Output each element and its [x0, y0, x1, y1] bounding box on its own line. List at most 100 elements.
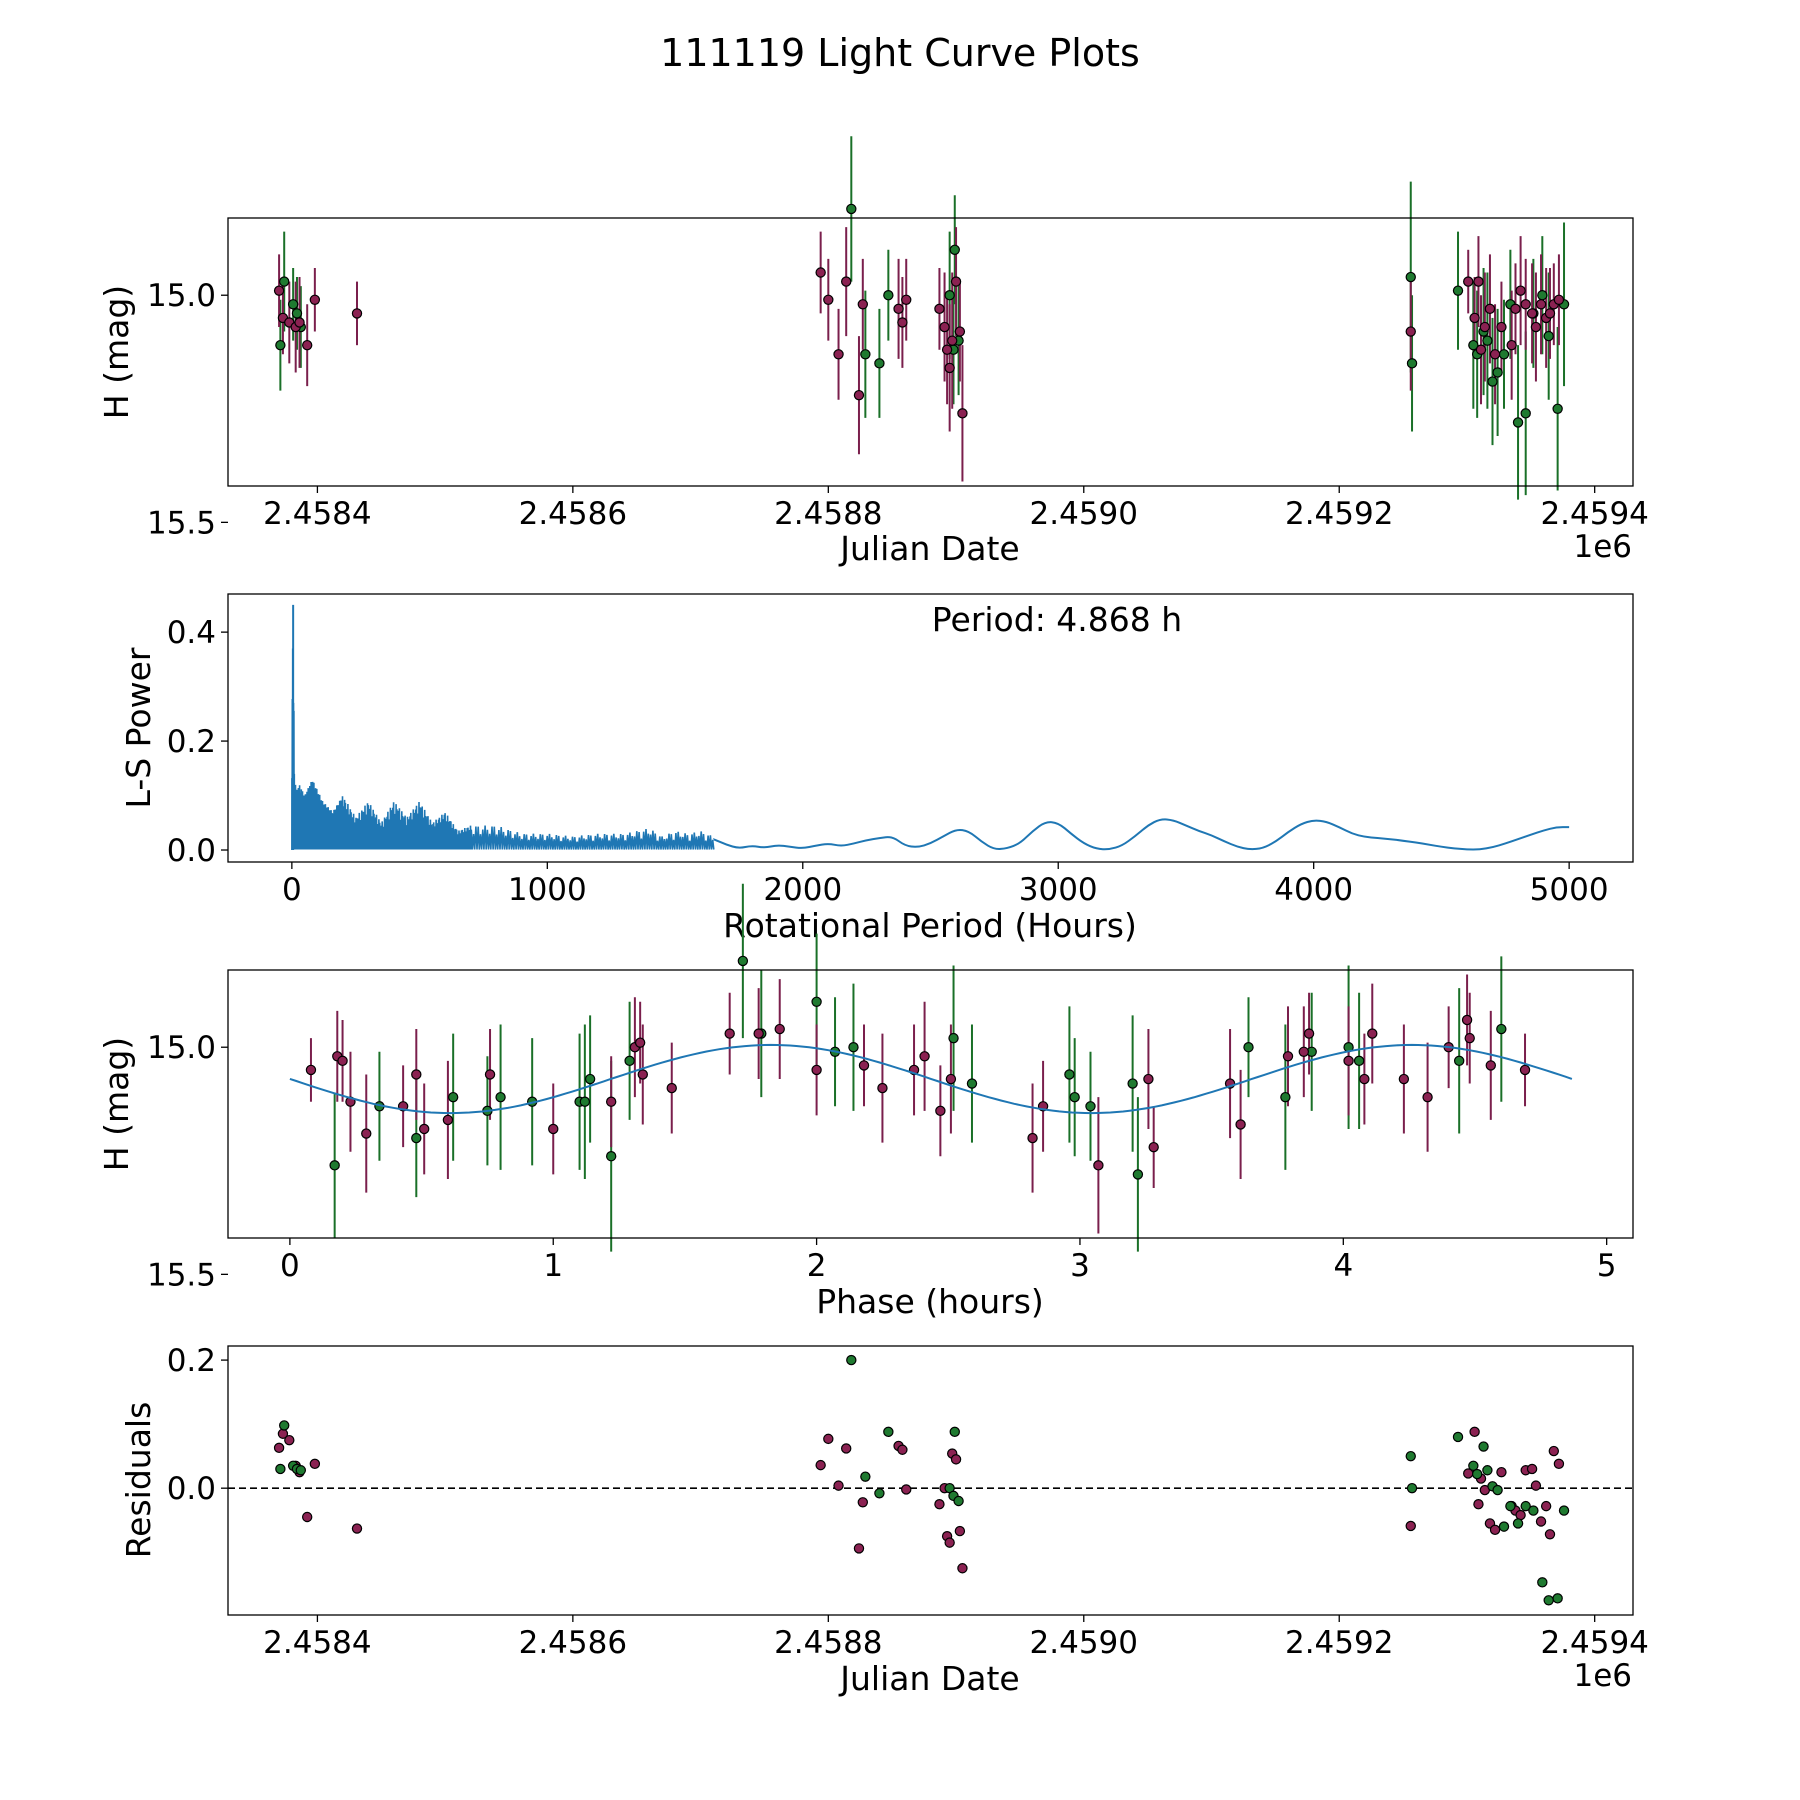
green-data-point	[1280, 1091, 1291, 1103]
purple-data-point	[934, 303, 945, 315]
purple-data-point	[1143, 1073, 1154, 1085]
purple-residual-point	[857, 1497, 869, 1508]
purple-data-point	[1405, 326, 1416, 337]
purple-data-point	[1510, 303, 1521, 315]
purple-data-point	[945, 1073, 957, 1085]
green-data-point	[1132, 1169, 1144, 1180]
lightcurve-xlabel: Julian Date	[838, 529, 1020, 568]
purple-data-point	[941, 344, 953, 355]
purple-data-point	[1530, 321, 1542, 333]
residuals-marks	[228, 1354, 1633, 1606]
green-data-point	[1520, 408, 1531, 419]
x-tick-label: 0	[282, 872, 302, 908]
green-data-point	[883, 290, 894, 301]
purple-data-point	[634, 1037, 646, 1048]
periodogram-smooth-line	[712, 818, 1570, 851]
green-data-point	[944, 290, 955, 301]
green-residual-point	[846, 1354, 857, 1366]
purple-data-point	[857, 299, 869, 310]
green-residual-point	[1471, 1468, 1483, 1480]
green-residual-point	[1552, 1593, 1563, 1604]
green-data-point	[737, 955, 749, 967]
green-data-point	[624, 1055, 635, 1067]
green-data-point	[1405, 271, 1416, 283]
green-residual-point	[275, 1463, 286, 1475]
green-data-point	[860, 349, 871, 360]
x-tick-label: 2.4594	[1540, 1625, 1648, 1661]
purple-data-point	[1093, 1160, 1104, 1171]
green-residual-point	[1537, 1577, 1548, 1588]
green-residual-point	[1498, 1521, 1510, 1532]
period-annotation: Period: 4.868 h	[932, 600, 1182, 639]
purple-residual-point	[944, 1537, 955, 1548]
periodogram-xlabel: Rotational Period (Hours)	[723, 906, 1137, 945]
green-data-point	[584, 1073, 596, 1085]
green-data-point	[1064, 1069, 1075, 1080]
x-tick-label: 2.4586	[519, 496, 627, 532]
residuals-frame	[227, 1345, 1634, 1616]
purple-data-point	[1463, 276, 1474, 287]
residuals-offset-label: 1e6	[1573, 1658, 1632, 1694]
purple-data-point	[811, 1064, 822, 1076]
purple-data-point	[1506, 339, 1517, 351]
lightcurve-frame	[227, 217, 1634, 487]
purple-residual-point	[957, 1563, 968, 1574]
green-data-point	[1496, 1023, 1507, 1035]
purple-residual-point	[1473, 1498, 1484, 1510]
phased-panel: 0 1 2 3 4 5 15.5 15.0 Phase (hours) H (mag)	[97, 883, 1634, 1321]
x-tick-label: 1	[543, 1248, 563, 1284]
lightcurve-marks	[273, 136, 1570, 500]
purple-residual-point	[1544, 1529, 1556, 1540]
purple-data-point	[337, 1055, 348, 1067]
purple-data-point	[1496, 321, 1507, 333]
purple-data-point	[1359, 1073, 1370, 1085]
green-data-point	[1353, 1055, 1365, 1067]
x-tick-label: 5	[1597, 1248, 1617, 1284]
green-data-point	[579, 1096, 591, 1107]
green-data-point	[1487, 376, 1498, 387]
x-tick-label: 2.4586	[519, 1625, 627, 1661]
green-data-point	[811, 996, 822, 1007]
purple-data-point	[950, 276, 962, 287]
purple-data-point	[1461, 1014, 1473, 1026]
purple-data-point	[442, 1114, 454, 1126]
purple-data-point	[548, 1123, 559, 1135]
periodogram-axes: 0 1000 2000 3000 4000 5000 0.0 0.2 0.4	[167, 615, 1609, 908]
green-data-point	[1069, 1091, 1080, 1103]
purple-residual-point	[1540, 1500, 1552, 1512]
x-tick-label: 2.4592	[1285, 1625, 1393, 1661]
lightcurve-panel: 2.4584 2.4586 2.4588 2.4590 2.4592 2.4594 15.5…	[97, 136, 1649, 568]
y-tick-label: 0.0	[167, 1471, 216, 1507]
green-residual-point	[1468, 1460, 1479, 1471]
purple-data-point	[853, 389, 865, 401]
periodogram-panel: 0 1000 2000 3000 4000 5000 0.0 0.2 0.4 Period: 4…	[119, 593, 1634, 945]
purple-data-point	[815, 267, 826, 278]
purple-data-point	[919, 1051, 930, 1062]
purple-data-point	[1475, 344, 1487, 355]
phased-xlabel: Phase (hours)	[816, 1282, 1044, 1321]
purple-data-point	[1298, 1046, 1310, 1057]
x-tick-label: 5000	[1530, 872, 1609, 908]
residuals-ylabel: Residuals	[119, 1402, 158, 1559]
purple-data-point	[1464, 1032, 1475, 1044]
lightcurve-axes: 2.4584 2.4586 2.4588 2.4590 2.4592 2.4594 15.5…	[147, 278, 1649, 541]
y-tick-label: 0.2	[167, 724, 216, 760]
purple-residual-point	[1535, 1516, 1547, 1527]
purple-data-point	[897, 317, 908, 328]
purple-data-point	[858, 1060, 870, 1071]
green-data-point	[848, 1042, 859, 1053]
green-residual-point	[295, 1465, 307, 1476]
purple-data-point	[1515, 285, 1526, 296]
purple-residual-point	[823, 1433, 834, 1445]
x-tick-label: 2.4584	[263, 1625, 371, 1661]
y-tick-label: 15.5	[147, 1257, 216, 1293]
purple-data-point	[301, 339, 313, 351]
green-data-point	[1085, 1101, 1096, 1112]
periodogram-frame	[227, 593, 1634, 863]
purple-residual-point	[934, 1498, 945, 1510]
purple-residual-point	[841, 1443, 852, 1454]
purple-data-point	[1544, 308, 1556, 319]
x-tick-label: 0	[280, 1248, 300, 1284]
green-data-point	[846, 203, 857, 215]
